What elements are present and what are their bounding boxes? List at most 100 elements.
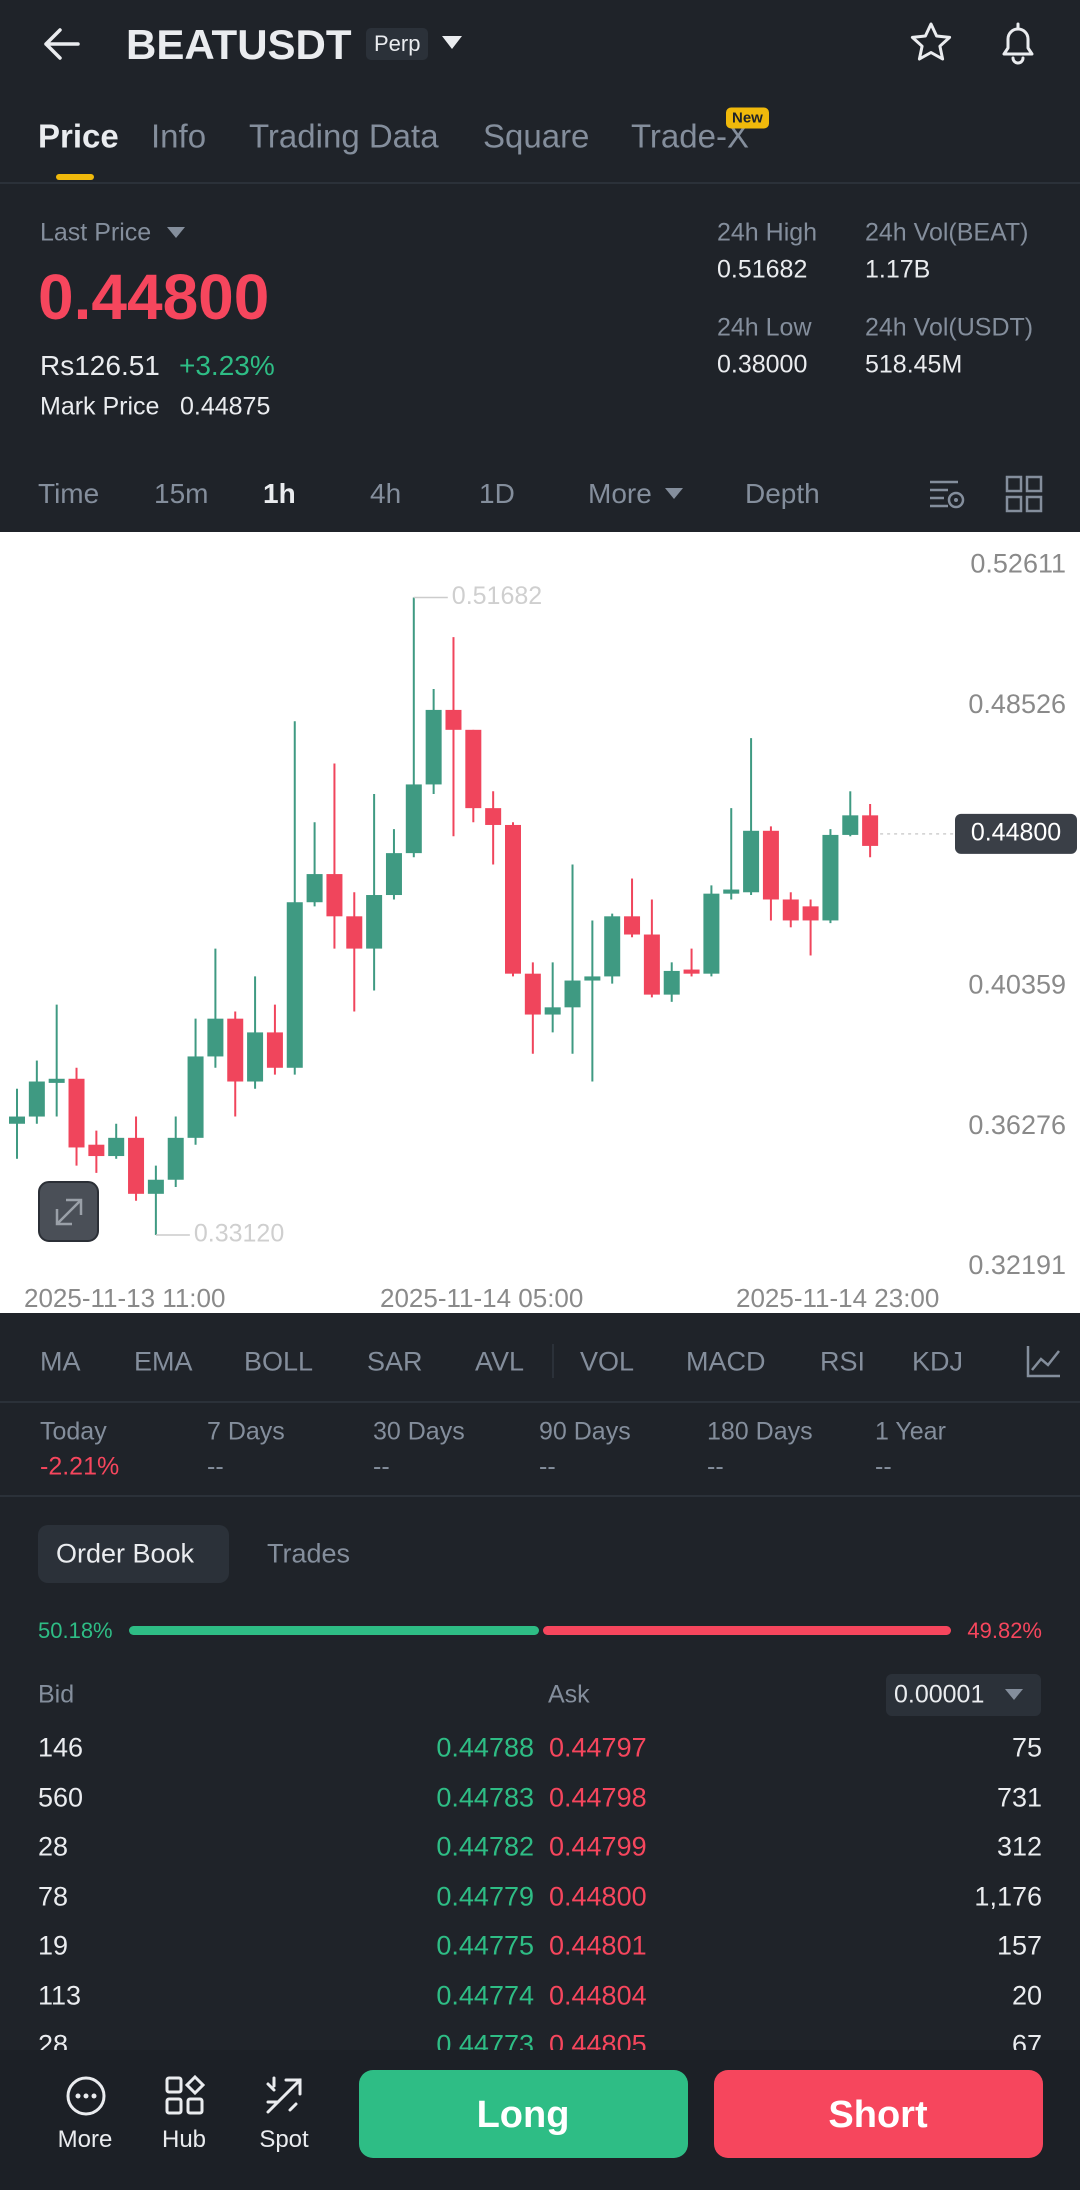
bid-price: 0.44782 bbox=[436, 1831, 534, 1862]
candle-body bbox=[822, 834, 839, 921]
mark-price-label: Mark Price bbox=[40, 392, 160, 421]
dropdown-icon[interactable] bbox=[440, 34, 464, 52]
ask-price: 0.44805 bbox=[549, 2029, 647, 2050]
book-tab[interactable]: Trades bbox=[267, 1538, 351, 1569]
candle-body bbox=[48, 1078, 65, 1083]
order-book-tab-bg[interactable] bbox=[38, 1525, 229, 1583]
period-value: -- bbox=[207, 1452, 224, 1481]
dropdown-icon[interactable] bbox=[1004, 1688, 1024, 1702]
indicator-settings-icon[interactable] bbox=[1024, 1342, 1064, 1380]
tab[interactable]: Square bbox=[483, 117, 590, 155]
stat-value: 0.38000 bbox=[717, 350, 808, 379]
bid-price: 0.44775 bbox=[436, 1930, 534, 1961]
ask-quantity: 312 bbox=[996, 1831, 1042, 1862]
hub-icon[interactable] bbox=[163, 2074, 207, 2118]
candle-body bbox=[68, 1078, 85, 1148]
candle-body bbox=[405, 784, 422, 854]
candle-body bbox=[167, 1137, 184, 1180]
candle-body bbox=[862, 815, 879, 846]
candle-body bbox=[108, 1137, 125, 1157]
indicator[interactable]: EMA bbox=[134, 1346, 193, 1377]
last-price-label: Last Price bbox=[40, 218, 152, 247]
back-icon[interactable] bbox=[40, 22, 84, 66]
dropdown-icon[interactable] bbox=[664, 487, 684, 501]
bid-ratio-bar bbox=[129, 1626, 540, 1635]
bid-quantity: 28 bbox=[38, 2029, 69, 2050]
y-tick-label: 0.52611 bbox=[970, 549, 1066, 579]
bid-price: 0.44773 bbox=[436, 2029, 534, 2050]
candle-body bbox=[703, 893, 720, 974]
candle-body bbox=[802, 906, 819, 921]
x-tick-label: 2025-11-13 11:00 bbox=[24, 1283, 225, 1313]
candle-body bbox=[227, 1018, 244, 1082]
candle-body bbox=[326, 874, 343, 917]
period-label: 90 Days bbox=[539, 1417, 631, 1446]
period-value: -2.21% bbox=[40, 1452, 120, 1481]
tab[interactable]: Trading Data bbox=[249, 117, 439, 155]
interval[interactable]: 1D bbox=[479, 478, 515, 509]
candle-body bbox=[683, 969, 700, 974]
divider bbox=[0, 1401, 1080, 1403]
candle-body bbox=[485, 808, 502, 825]
short-label[interactable]: Short bbox=[828, 2094, 928, 2136]
tab[interactable]: Info bbox=[151, 117, 207, 155]
candle-body bbox=[207, 1018, 224, 1057]
candle-body bbox=[762, 830, 779, 900]
candle-body bbox=[544, 1007, 561, 1015]
candle-body bbox=[505, 824, 521, 974]
interval-bar bbox=[0, 460, 1080, 532]
indicator[interactable]: KDJ bbox=[912, 1346, 964, 1377]
indicator[interactable]: RSI bbox=[820, 1346, 866, 1377]
precision[interactable]: 0.00001 bbox=[894, 1680, 985, 1709]
fiat-price: Rs126.51 bbox=[40, 350, 160, 381]
bell-icon[interactable] bbox=[995, 20, 1041, 66]
star-icon[interactable] bbox=[908, 20, 954, 66]
candle-body bbox=[306, 874, 323, 903]
interval[interactable]: 15m bbox=[154, 478, 209, 509]
interval[interactable]: Depth bbox=[745, 478, 820, 509]
chart-settings-icon[interactable] bbox=[926, 474, 966, 514]
long-button[interactable] bbox=[359, 2070, 688, 2158]
candle-body bbox=[604, 916, 621, 977]
ratio-bar bbox=[129, 1626, 951, 1635]
indicator[interactable]: MA bbox=[40, 1346, 81, 1377]
mark-price: 0.44875 bbox=[180, 392, 271, 421]
candlestick-chart: 0.52611 0.48526 0.40359 0.36276 0.32191 0.516… bbox=[0, 532, 1080, 1313]
tab[interactable]: Price bbox=[38, 117, 119, 155]
stat-value: 518.45M bbox=[865, 350, 963, 379]
period-value: -- bbox=[875, 1452, 892, 1481]
interval[interactable]: 4h bbox=[370, 478, 402, 509]
indicator[interactable]: AVL bbox=[475, 1346, 525, 1377]
candle-body bbox=[524, 973, 541, 1015]
nav-label[interactable]: Spot bbox=[259, 2126, 309, 2153]
ask-price: 0.44804 bbox=[549, 1980, 647, 2010]
long-label[interactable]: Long bbox=[476, 2094, 570, 2136]
nav-label[interactable]: Hub bbox=[161, 2126, 207, 2153]
indicator[interactable]: SAR bbox=[367, 1346, 423, 1377]
bid-quantity: 560 bbox=[38, 1782, 84, 1812]
period-label: Today bbox=[40, 1417, 107, 1446]
candle-body bbox=[266, 1032, 283, 1068]
candle-body bbox=[286, 902, 303, 1068]
candle-body bbox=[28, 1081, 45, 1117]
more-icon[interactable] bbox=[64, 2074, 108, 2118]
indicator[interactable]: MACD bbox=[686, 1346, 766, 1377]
layout-icon[interactable] bbox=[1004, 474, 1044, 514]
candle-body bbox=[624, 916, 641, 935]
book-tab[interactable]: Order Book bbox=[56, 1538, 195, 1569]
x-tick-label: 2025-11-14 23:00 bbox=[736, 1283, 939, 1313]
spot-icon[interactable] bbox=[262, 2074, 306, 2118]
interval[interactable]: 1h bbox=[263, 478, 296, 509]
bid-quantity: 28 bbox=[38, 1831, 69, 1862]
interval[interactable]: More bbox=[588, 478, 652, 509]
indicator[interactable]: BOLL bbox=[244, 1346, 314, 1377]
stat-label: 24h Vol(BEAT) bbox=[865, 218, 1029, 247]
interval[interactable]: Time bbox=[38, 478, 100, 509]
short-button[interactable] bbox=[714, 2070, 1043, 2158]
indicator[interactable]: VOL bbox=[580, 1346, 635, 1377]
y-tick-label: 0.32191 bbox=[968, 1250, 1066, 1280]
nav-label[interactable]: More bbox=[57, 2126, 113, 2153]
dropdown-icon[interactable] bbox=[166, 226, 186, 240]
candle-body bbox=[366, 895, 383, 949]
